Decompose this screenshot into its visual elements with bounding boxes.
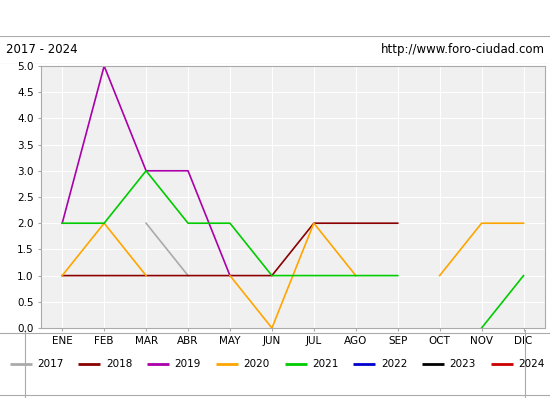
Text: 2023: 2023	[450, 359, 476, 369]
Text: 2024: 2024	[518, 359, 544, 369]
Text: 2018: 2018	[106, 359, 132, 369]
Text: 2020: 2020	[243, 359, 270, 369]
Text: http://www.foro-ciudad.com: http://www.foro-ciudad.com	[381, 44, 544, 56]
Text: 2019: 2019	[175, 359, 201, 369]
Text: 2022: 2022	[381, 359, 407, 369]
Text: 2017 - 2024: 2017 - 2024	[6, 44, 77, 56]
Text: Evolucion del paro registrado en Ruesca: Evolucion del paro registrado en Ruesca	[113, 10, 437, 26]
Text: 2021: 2021	[312, 359, 338, 369]
Text: 2017: 2017	[37, 359, 63, 369]
